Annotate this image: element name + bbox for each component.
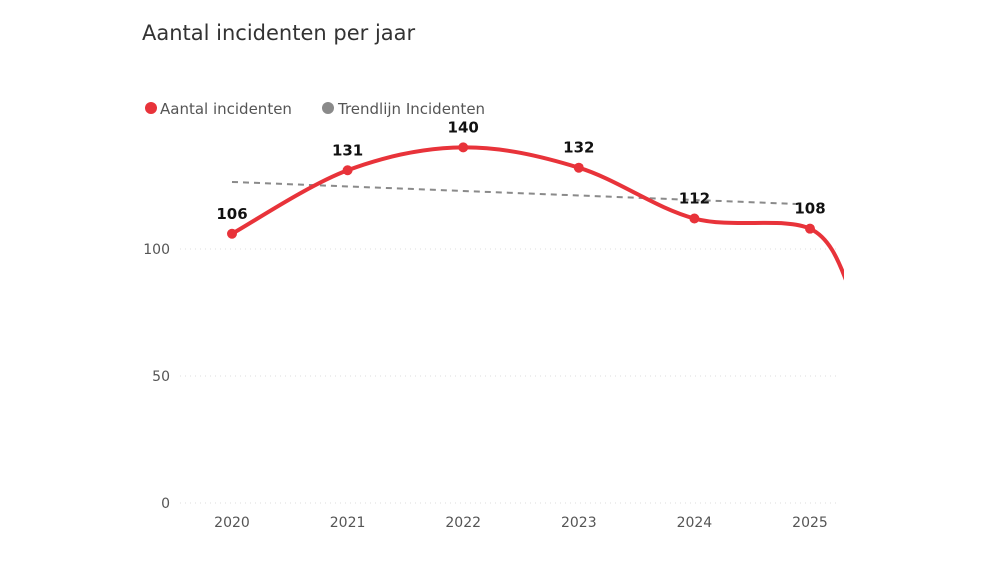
chart-title: Aantal incidenten per jaar (142, 21, 416, 45)
data-label: 106 (216, 205, 247, 223)
x-tick-label: 2021 (330, 515, 366, 531)
y-tick-label: 100 (143, 242, 170, 258)
legend-marker-incidenten (145, 102, 157, 114)
data-label: 140 (448, 118, 479, 136)
data-point[interactable] (458, 142, 469, 153)
x-tick-label: 2023 (561, 515, 597, 531)
data-point[interactable] (573, 162, 584, 173)
legend-label-trendlijn[interactable]: Trendlijn Incidenten (337, 100, 485, 118)
data-point[interactable] (805, 223, 815, 234)
x-tick-label: 2024 (677, 515, 713, 531)
data-label: 132 (563, 139, 594, 157)
data-point[interactable] (227, 228, 237, 239)
x-tick-label: 2022 (445, 515, 481, 531)
x-tick-label: 2020 (214, 515, 250, 531)
legend-marker-trendlijn (322, 102, 334, 114)
x-tick-label: 2025 (792, 515, 828, 531)
data-point[interactable] (342, 165, 353, 176)
series-line-incidenten (231, 145, 844, 281)
data-label: 108 (794, 200, 825, 218)
data-label: 131 (332, 141, 363, 159)
legend: Aantal incidenten Trendlijn Incidenten (145, 100, 485, 118)
data-point[interactable] (689, 213, 700, 224)
legend-label-incidenten[interactable]: Aantal incidenten (160, 100, 292, 118)
y-tick-label: 50 (152, 369, 170, 385)
data-label: 112 (679, 190, 710, 208)
y-tick-label: 0 (161, 496, 170, 512)
